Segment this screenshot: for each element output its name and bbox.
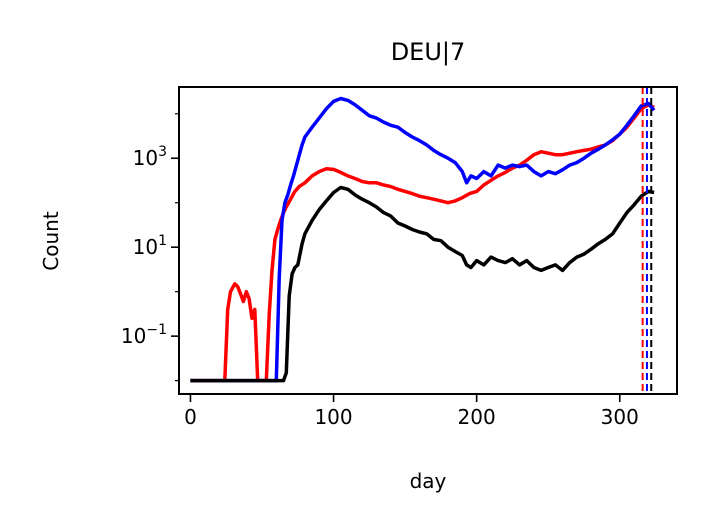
x-tick-label-0: 0 — [184, 405, 197, 429]
y-tick-label-2: 103 — [133, 144, 167, 170]
x-tick-label-1: 100 — [314, 405, 352, 429]
x-axis-label: day — [410, 469, 447, 493]
y-axis-label: Count — [39, 211, 63, 271]
y-tick-label-0: 10−1 — [121, 322, 167, 348]
series-line-0 — [190, 102, 655, 383]
x-tick-label-2: 200 — [458, 405, 496, 429]
x-tick-label-3: 300 — [601, 405, 639, 429]
series-line-1 — [190, 96, 656, 383]
chart-title: DEU|7 — [391, 38, 466, 66]
plot-frame — [178, 86, 678, 395]
series-line-2 — [190, 185, 655, 383]
y-tick-label-1: 101 — [133, 233, 167, 259]
